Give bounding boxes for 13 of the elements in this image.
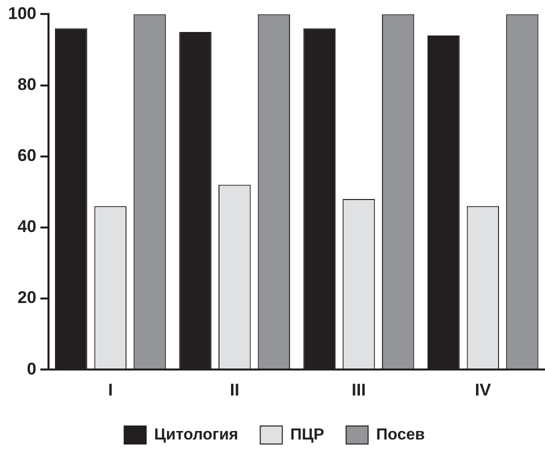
legend-label: Цитология [154,426,238,444]
x-tick-label: III [352,380,366,400]
y-tick-label: 60 [17,146,36,166]
y-tick-label: 20 [17,288,36,308]
x-tick-label: II [230,380,240,400]
x-tick-label: IV [474,380,492,400]
y-tick-label: 80 [17,74,36,94]
legend-label: Посев [376,426,425,444]
y-tick-label: 0 [26,359,36,378]
legend-label: ПЦР [290,426,324,444]
y-tick-label: 100 [8,4,36,23]
x-tick-label: I [108,380,113,400]
y-tick-label: 40 [17,217,36,236]
